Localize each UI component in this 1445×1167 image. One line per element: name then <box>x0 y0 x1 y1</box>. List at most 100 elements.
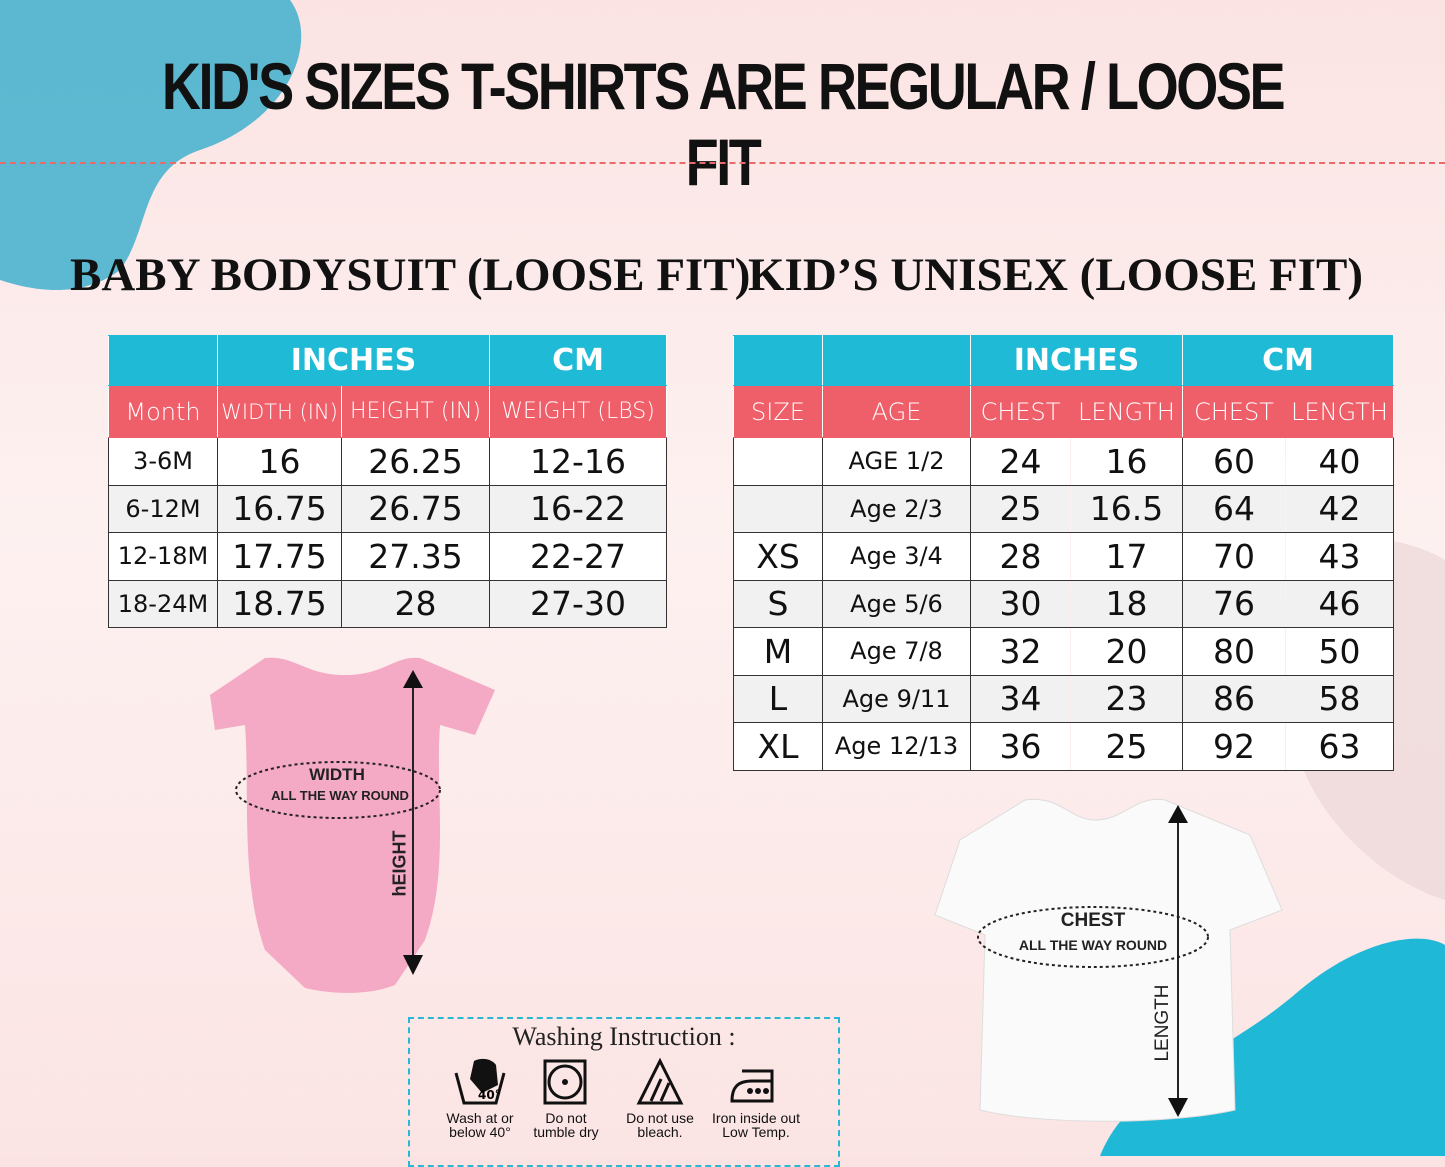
group-header: CM <box>489 335 667 386</box>
cell: 70 <box>1182 532 1286 581</box>
column-header: CHEST <box>970 385 1071 438</box>
no-bleach-icon <box>636 1057 684 1105</box>
cell: Age 2/3 <box>822 484 971 533</box>
cell <box>733 484 823 533</box>
cell: 20 <box>1070 627 1183 676</box>
cell: 12-16 <box>489 437 667 486</box>
cell: 86 <box>1182 674 1286 723</box>
wash-label: Do not <box>545 1110 587 1126</box>
cell: Age 9/11 <box>822 674 971 723</box>
table-row: M Age 7/8 32 20 80 50 <box>733 627 1394 676</box>
cell: XS <box>733 532 823 581</box>
cell: XL <box>733 722 823 771</box>
group-header <box>733 335 823 386</box>
cell: 43 <box>1285 532 1394 581</box>
table-row: 6-12M 16.75 26.75 16-22 <box>108 484 667 533</box>
table-row: XL Age 12/13 36 25 92 63 <box>733 722 1394 771</box>
table-row: 3-6M 16 26.25 12-16 <box>108 437 667 486</box>
cell: 36 <box>970 722 1071 771</box>
cell: 64 <box>1182 484 1286 533</box>
divider <box>0 162 1445 164</box>
iron-low-icon <box>730 1069 774 1103</box>
cell: 63 <box>1285 722 1394 771</box>
cell: 17.75 <box>217 532 342 581</box>
wash-item: 40° Wash at or below 40° <box>432 1057 528 1139</box>
cell: Age 12/13 <box>822 722 971 771</box>
group-header: INCHES <box>970 335 1183 386</box>
wash-label: tumble dry <box>533 1124 599 1140</box>
cell: 22-27 <box>489 532 667 581</box>
cell: 25 <box>970 484 1071 533</box>
no-tumble-dry-icon <box>543 1059 587 1105</box>
baby-heading: BABY BODYSUIT (LOOSE FIT) <box>70 249 751 301</box>
length-label: LENGTH <box>1152 984 1173 1062</box>
width-sublabel: ALL THE WAY ROUND <box>271 788 409 803</box>
column-header: WEIGHT (LBS) <box>489 385 667 438</box>
svg-text:40°: 40° <box>478 1088 501 1102</box>
cell: 24 <box>970 437 1071 486</box>
tshirt-illustration <box>934 798 1283 1122</box>
table-row: 12-18M 17.75 27.35 22-27 <box>108 532 667 581</box>
cell: 16.5 <box>1070 484 1183 533</box>
cell: 16-22 <box>489 484 667 533</box>
cell: 58 <box>1285 674 1394 723</box>
cell: 16.75 <box>217 484 342 533</box>
cell: 26.25 <box>341 437 490 486</box>
cell: 46 <box>1285 579 1394 628</box>
wash-label: Iron inside out <box>712 1110 800 1126</box>
page-title: KID'S SIZES T-SHIRTS ARE REGULAR / LOOSE… <box>161 49 1286 199</box>
table-row: 18-24M 18.75 28 27-30 <box>108 579 667 628</box>
cell: S <box>733 579 823 628</box>
cell: 80 <box>1182 627 1286 676</box>
wash-label: Do not use <box>626 1110 694 1126</box>
group-header <box>108 335 218 386</box>
group-header: CM <box>1182 335 1394 386</box>
cell: 40 <box>1285 437 1394 486</box>
height-label: hEIGHT <box>389 830 410 897</box>
column-header: SIZE <box>733 385 823 438</box>
cell: 17 <box>1070 532 1183 581</box>
cell: 42 <box>1285 484 1394 533</box>
cell: 50 <box>1285 627 1394 676</box>
cell: L <box>733 674 823 723</box>
baby-size-table: INCHES CM Month WIDTH (IN) HEIGHT (IN) WEIGH… <box>108 335 667 628</box>
cell: 34 <box>970 674 1071 723</box>
cell: M <box>733 627 823 676</box>
cell: 16 <box>217 437 342 486</box>
wash-label: Wash at or <box>446 1110 514 1126</box>
group-header: INCHES <box>217 335 490 386</box>
cell: 30 <box>970 579 1071 628</box>
cell: 76 <box>1182 579 1286 628</box>
table-row: L Age 9/11 34 23 86 58 <box>733 674 1394 723</box>
cell: 28 <box>970 532 1071 581</box>
chest-sublabel: ALL THE WAY ROUND <box>1018 937 1168 953</box>
cell: 32 <box>970 627 1071 676</box>
cell: Age 3/4 <box>822 532 971 581</box>
washing-instructions: Washing Instruction : 40° Wash at or belo… <box>408 1017 840 1167</box>
cell <box>733 437 823 486</box>
column-header: WIDTH (IN) <box>217 385 342 438</box>
bodysuit-illustration <box>210 657 495 993</box>
wash-label: Low Temp. <box>722 1124 790 1140</box>
column-header: AGE <box>822 385 971 438</box>
cell: 18 <box>1070 579 1183 628</box>
cell: AGE 1/2 <box>822 437 971 486</box>
column-header: CHEST <box>1182 385 1286 438</box>
cell: 16 <box>1070 437 1183 486</box>
wash-item: Do not tumble dry <box>518 1057 614 1139</box>
cell: 26.75 <box>341 484 490 533</box>
wash-item: Do not use bleach. <box>612 1057 708 1139</box>
cell: 27.35 <box>341 532 490 581</box>
cell: 3-6M <box>108 437 218 486</box>
table-row: XS Age 3/4 28 17 70 43 <box>733 532 1394 581</box>
column-header: LENGTH <box>1285 385 1394 438</box>
cell: 27-30 <box>489 579 667 628</box>
column-header: HEIGHT (IN) <box>341 385 490 438</box>
cell: 18.75 <box>217 579 342 628</box>
cell: 92 <box>1182 722 1286 771</box>
cell: 18-24M <box>108 579 218 628</box>
wash-40-icon: 40° <box>454 1058 506 1105</box>
cell: 6-12M <box>108 484 218 533</box>
table-row: Age 2/3 25 16.5 64 42 <box>733 484 1394 533</box>
table-row: AGE 1/2 24 16 60 40 <box>733 437 1394 486</box>
